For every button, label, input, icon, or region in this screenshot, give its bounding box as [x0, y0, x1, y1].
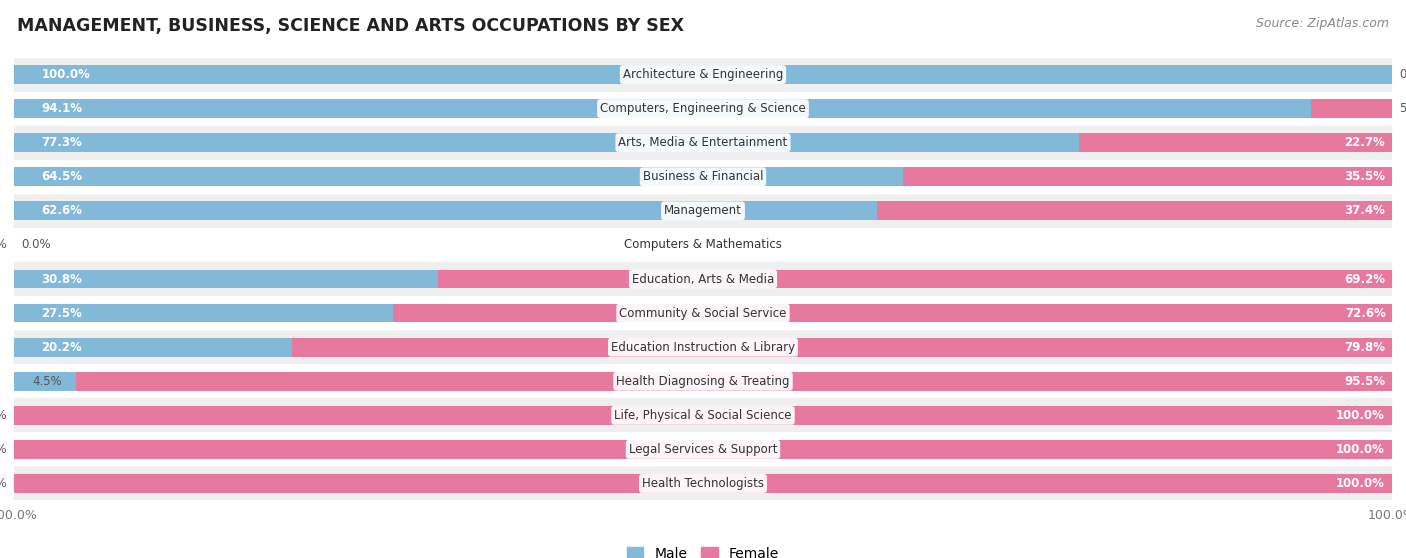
Bar: [14, 364, 1392, 398]
Bar: [14, 262, 1392, 296]
Text: 79.8%: 79.8%: [1344, 340, 1385, 354]
Text: 0.0%: 0.0%: [0, 238, 7, 252]
Text: Arts, Media & Entertainment: Arts, Media & Entertainment: [619, 136, 787, 149]
Text: Health Technologists: Health Technologists: [643, 477, 763, 490]
Bar: [14, 270, 439, 288]
Bar: [14, 296, 1392, 330]
Bar: [1080, 133, 1392, 152]
Text: 100.0%: 100.0%: [1336, 409, 1385, 422]
Text: 94.1%: 94.1%: [42, 102, 83, 115]
Bar: [14, 167, 903, 186]
Text: 100.0%: 100.0%: [1336, 477, 1385, 490]
Bar: [14, 338, 292, 357]
Text: 35.5%: 35.5%: [1344, 170, 1385, 183]
Text: 72.6%: 72.6%: [1346, 306, 1386, 320]
Bar: [76, 372, 1392, 391]
Text: Computers, Engineering & Science: Computers, Engineering & Science: [600, 102, 806, 115]
Text: Architecture & Engineering: Architecture & Engineering: [623, 68, 783, 81]
Text: 100.0%: 100.0%: [42, 68, 90, 81]
Legend: Male, Female: Male, Female: [621, 542, 785, 558]
Text: Computers & Mathematics: Computers & Mathematics: [624, 238, 782, 252]
Bar: [14, 57, 1392, 92]
Bar: [14, 432, 1392, 466]
Bar: [1310, 99, 1392, 118]
Bar: [14, 330, 1392, 364]
Bar: [394, 304, 1393, 323]
Text: 64.5%: 64.5%: [42, 170, 83, 183]
Bar: [14, 474, 1392, 493]
Bar: [14, 126, 1392, 160]
Bar: [14, 65, 1392, 84]
Text: 100.0%: 100.0%: [1336, 443, 1385, 456]
Text: 0.0%: 0.0%: [0, 477, 7, 490]
Text: 5.9%: 5.9%: [1399, 102, 1406, 115]
Bar: [292, 338, 1392, 357]
Bar: [14, 304, 394, 323]
Text: Business & Financial: Business & Financial: [643, 170, 763, 183]
Bar: [14, 99, 1310, 118]
Bar: [14, 194, 1392, 228]
Text: 62.6%: 62.6%: [42, 204, 83, 218]
Text: Community & Social Service: Community & Social Service: [619, 306, 787, 320]
Bar: [14, 228, 1392, 262]
Bar: [14, 160, 1392, 194]
Text: 0.0%: 0.0%: [21, 238, 51, 252]
Bar: [14, 201, 876, 220]
Text: Education Instruction & Library: Education Instruction & Library: [612, 340, 794, 354]
Text: Life, Physical & Social Science: Life, Physical & Social Science: [614, 409, 792, 422]
Text: 27.5%: 27.5%: [42, 306, 83, 320]
Bar: [14, 440, 1392, 459]
Text: Management: Management: [664, 204, 742, 218]
Bar: [439, 270, 1392, 288]
Text: Health Diagnosing & Treating: Health Diagnosing & Treating: [616, 375, 790, 388]
Text: 77.3%: 77.3%: [42, 136, 83, 149]
Bar: [14, 92, 1392, 126]
Text: 69.2%: 69.2%: [1344, 272, 1385, 286]
Bar: [14, 466, 1392, 501]
Text: Source: ZipAtlas.com: Source: ZipAtlas.com: [1256, 17, 1389, 30]
Text: 0.0%: 0.0%: [0, 443, 7, 456]
Text: 20.2%: 20.2%: [42, 340, 83, 354]
Text: Education, Arts & Media: Education, Arts & Media: [631, 272, 775, 286]
Bar: [14, 406, 1392, 425]
Text: 0.0%: 0.0%: [1399, 68, 1406, 81]
Text: 4.5%: 4.5%: [32, 375, 62, 388]
Bar: [903, 167, 1392, 186]
Text: 95.5%: 95.5%: [1344, 375, 1385, 388]
Text: 37.4%: 37.4%: [1344, 204, 1385, 218]
Text: 30.8%: 30.8%: [42, 272, 83, 286]
Text: Legal Services & Support: Legal Services & Support: [628, 443, 778, 456]
Text: MANAGEMENT, BUSINESS, SCIENCE AND ARTS OCCUPATIONS BY SEX: MANAGEMENT, BUSINESS, SCIENCE AND ARTS O…: [17, 17, 683, 35]
Bar: [14, 398, 1392, 432]
Bar: [876, 201, 1392, 220]
Bar: [14, 372, 76, 391]
Bar: [14, 133, 1080, 152]
Text: 0.0%: 0.0%: [0, 409, 7, 422]
Text: 22.7%: 22.7%: [1344, 136, 1385, 149]
